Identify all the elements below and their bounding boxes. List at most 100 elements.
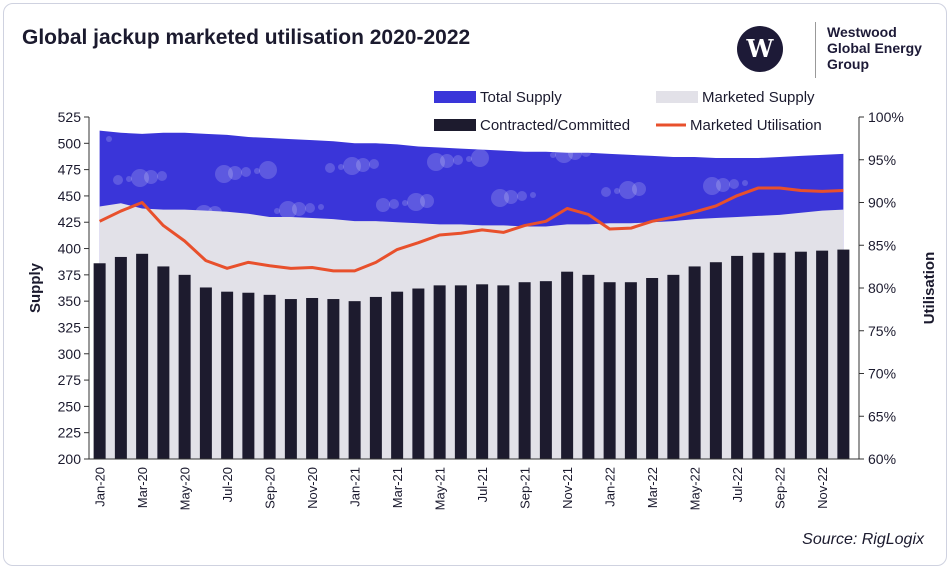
x-tick-label: Jan-22 xyxy=(603,467,618,507)
contracted-bar xyxy=(603,282,616,459)
contracted-bar xyxy=(646,278,659,459)
legend-swatch xyxy=(434,91,476,103)
x-tick-label: Nov-21 xyxy=(560,467,575,509)
y2-axis-label: Utilisation xyxy=(921,252,938,325)
pattern-dot xyxy=(466,156,472,162)
source-note: Source: RigLogix xyxy=(802,531,924,548)
contracted-bar xyxy=(242,292,255,459)
y-tick-label: 450 xyxy=(58,188,82,204)
pattern-dot xyxy=(601,187,611,197)
contracted-bar xyxy=(497,285,510,459)
utilisation-line xyxy=(98,186,844,273)
pattern-dot xyxy=(683,137,701,155)
pattern-dot xyxy=(106,136,112,142)
contracted-bar xyxy=(157,266,170,459)
chart-title: Global jackup marketed utilisation 2020-… xyxy=(22,26,471,49)
pattern-dot xyxy=(471,149,489,167)
pattern-dot xyxy=(228,166,242,180)
pattern-dot xyxy=(305,203,315,213)
pattern-dot xyxy=(703,177,721,195)
x-tick-label: May-22 xyxy=(688,467,703,510)
y-tick-label: 275 xyxy=(58,372,82,388)
pattern-dot xyxy=(113,175,123,185)
pattern-dot xyxy=(716,178,730,192)
y-tick-label: 250 xyxy=(58,398,82,414)
logo-divider xyxy=(815,22,816,78)
y2-tick-label: 85% xyxy=(868,237,896,253)
contracted-bar xyxy=(773,252,786,459)
pattern-dot xyxy=(259,161,277,179)
y2-tick-label: 95% xyxy=(868,152,896,168)
pattern-dot xyxy=(420,194,434,208)
contracted-bar xyxy=(263,294,276,459)
logo-mark: W xyxy=(737,26,783,72)
x-tick-label: Nov-22 xyxy=(815,467,830,509)
contracted-bar xyxy=(348,301,361,459)
pattern-dot xyxy=(614,188,620,194)
x-tick-label: Nov-20 xyxy=(305,467,320,509)
chart-frame: Global jackup marketed utilisation 2020-… xyxy=(3,3,947,566)
y-tick-label: 375 xyxy=(58,267,82,283)
y-tick-label: 525 xyxy=(58,109,82,125)
y-tick-label: 400 xyxy=(58,241,82,257)
x-tick-label: Sep-21 xyxy=(518,467,533,509)
x-tick-label: May-20 xyxy=(178,467,193,510)
pattern-dot xyxy=(665,143,675,153)
contracted-bar xyxy=(539,281,552,459)
pattern-dot xyxy=(504,190,518,204)
contracted-bar xyxy=(199,287,212,459)
pattern-dot xyxy=(767,133,785,151)
pattern-dot xyxy=(144,170,158,184)
y-tick-label: 475 xyxy=(58,162,82,178)
x-tick-label: Mar-21 xyxy=(390,467,405,508)
contracted-bar xyxy=(667,274,680,459)
y2-tick-label: 70% xyxy=(868,366,896,382)
contracted-bar xyxy=(518,282,531,459)
contracted-bar xyxy=(412,288,425,459)
x-tick-label: Jul-21 xyxy=(475,467,490,502)
x-tick-label: Jan-21 xyxy=(348,467,363,507)
y-tick-label: 325 xyxy=(58,319,82,335)
pattern-dot xyxy=(780,134,794,148)
pattern-dot xyxy=(343,157,361,175)
contracted-bar xyxy=(93,263,106,459)
chart-svg: 200 225 250 275 300 325 350 375 400 425 450 475 500 5… xyxy=(27,89,938,510)
x-tick-label: Mar-22 xyxy=(645,467,660,508)
contracted-bar xyxy=(582,274,595,459)
y2-tick-label: 75% xyxy=(868,323,896,339)
contracted-bar xyxy=(178,274,191,459)
contracted-bar xyxy=(306,297,319,459)
contracted-bar xyxy=(114,256,127,459)
y-axis-label: Supply xyxy=(27,262,44,313)
pattern-dot xyxy=(491,189,509,207)
legend-label: Marketed Utilisation xyxy=(690,117,822,134)
y2-tick-label: 65% xyxy=(868,408,896,424)
pattern-dot xyxy=(517,191,527,201)
legend-swatch xyxy=(656,91,698,103)
pattern-dot xyxy=(652,142,666,156)
x-tick-label: Jan-20 xyxy=(93,467,108,507)
pattern-dot xyxy=(453,155,463,165)
contracted-bar xyxy=(752,252,765,459)
pattern-dot xyxy=(530,192,536,198)
y2-tick-label: 60% xyxy=(868,451,896,467)
pattern-dot xyxy=(131,169,149,187)
pattern-dot xyxy=(550,152,556,158)
pattern-dot xyxy=(254,168,260,174)
y-tick-label: 225 xyxy=(58,425,82,441)
y2-tick-label: 90% xyxy=(868,195,896,211)
pattern-dot xyxy=(157,171,167,181)
y-tick-label: 350 xyxy=(58,293,82,309)
contracted-bar xyxy=(433,285,446,459)
pattern-dot xyxy=(632,182,646,196)
x-tick-label: Mar-20 xyxy=(135,467,150,508)
pattern-dot xyxy=(762,140,768,146)
y-tick-label: 500 xyxy=(58,135,82,151)
pattern-dot xyxy=(407,193,425,211)
contracted-bar xyxy=(136,253,149,459)
contracted-bar xyxy=(221,291,234,459)
x-tick-label: Jul-22 xyxy=(730,467,745,502)
y2-tick-label: 80% xyxy=(868,280,896,296)
pattern-dot xyxy=(389,199,399,209)
pattern-dot xyxy=(729,179,739,189)
